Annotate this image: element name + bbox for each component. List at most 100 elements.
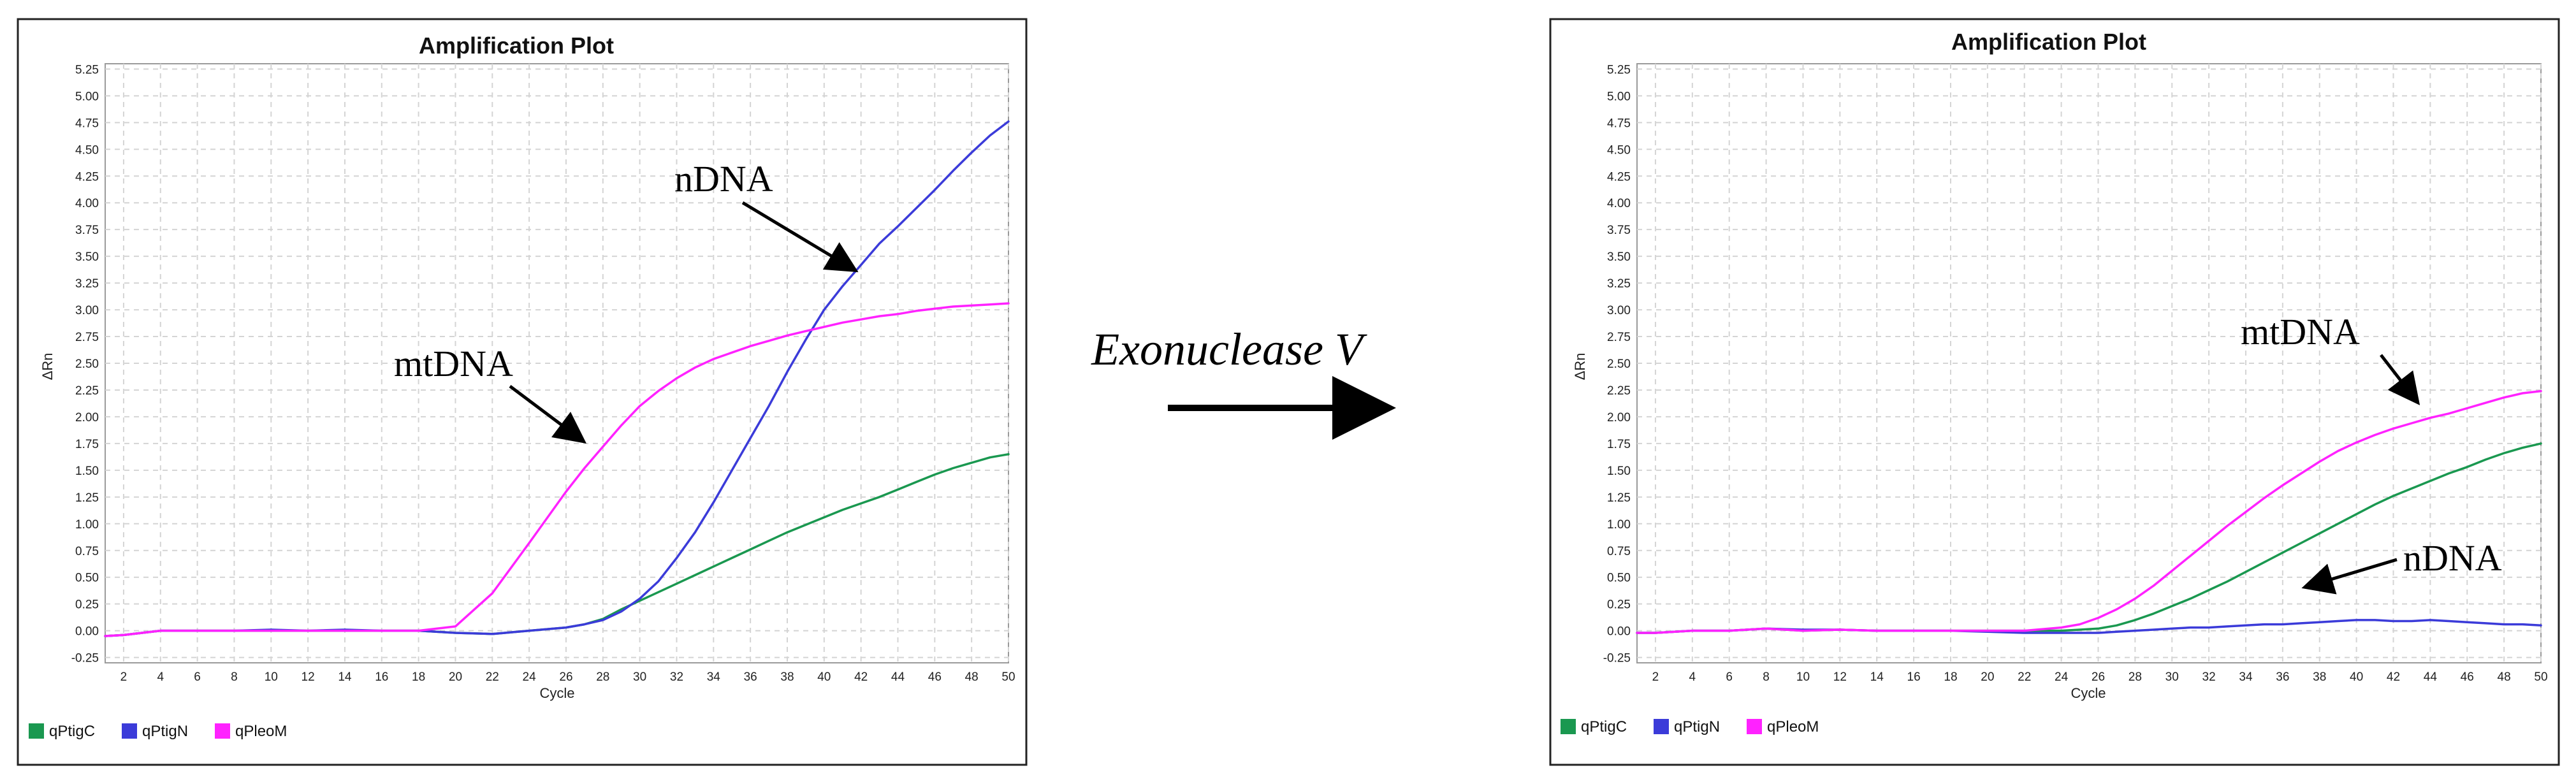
y-tick-label: 1.75: [75, 438, 99, 451]
y-tick-label: 3.75: [75, 224, 99, 237]
x-tick-label: 36: [744, 670, 757, 684]
x-tick-label: 14: [1870, 670, 1884, 684]
x-tick-label: 10: [265, 670, 278, 684]
x-tick-label: 44: [891, 670, 905, 684]
y-tick-label: 2.00: [1607, 411, 1631, 424]
y-tick-label: 1.75: [1607, 438, 1631, 451]
x-tick-label: 2: [1652, 670, 1659, 684]
legend-swatch-qPleoM: [1747, 719, 1762, 734]
y-tick-label: 3.25: [1607, 277, 1631, 291]
legend-label-qPleoM: qPleoM: [235, 723, 287, 740]
left-mtdna-label: mtDNA: [394, 343, 513, 384]
x-tick-label: 12: [302, 670, 315, 684]
x-tick-label: 2: [120, 670, 127, 684]
right-ndna-arrow: [2301, 558, 2398, 595]
x-tick-label: 20: [1981, 670, 1994, 684]
x-tick-label: 32: [2202, 670, 2216, 684]
y-tick-label: 0.50: [75, 572, 99, 585]
y-tick-label: 5.00: [75, 90, 99, 103]
left-mtdna-arrow: [509, 385, 586, 444]
x-tick-label: 40: [2350, 670, 2363, 684]
x-tick-label: 48: [2498, 670, 2511, 684]
x-tick-label: 40: [817, 670, 831, 684]
left-amplification-panel: Amplification Plot 2 4 6 8 10 12 14 16 18 20 22 24 2…: [17, 18, 1028, 766]
x-tick-label: 4: [157, 670, 164, 684]
legend-swatch-qPleoM: [215, 723, 230, 739]
y-tick-label: 1.25: [1607, 491, 1631, 505]
legend-swatch-qPtigN: [122, 723, 137, 739]
x-tick-label: 32: [670, 670, 683, 684]
y-tick-label: 4.75: [75, 117, 99, 130]
right-legend: qPtigC qPtigN qPleoM: [1561, 718, 1819, 735]
y-tick-label: 0.50: [1607, 572, 1631, 585]
right-amplification-panel: Amplification Plot 2 4 6 8 10 12 14 16 18 20 22 24 2…: [1549, 18, 2560, 766]
x-tick-label: 38: [2313, 670, 2326, 684]
x-tick-label: 34: [2239, 670, 2253, 684]
x-tick-label: 34: [707, 670, 721, 684]
x-tick-label: 24: [523, 670, 537, 684]
right-mtdna-label: mtDNA: [2241, 311, 2360, 352]
x-tick-label: 8: [1763, 670, 1770, 684]
left-legend: qPtigC qPtigN qPleoM: [29, 723, 287, 740]
x-tick-label: 6: [1726, 670, 1733, 684]
y-tick-label: 0.25: [1607, 598, 1631, 612]
legend-swatch-qPtigN: [1654, 719, 1669, 734]
y-tick-label: 4.00: [75, 197, 99, 210]
right-chart-title: Amplification Plot: [1951, 29, 2146, 55]
series-line-qPleoM: [104, 302, 1010, 637]
x-tick-label: 12: [1833, 670, 1847, 684]
y-tick-label: 1.00: [1607, 518, 1631, 532]
x-tick-label: 20: [449, 670, 462, 684]
x-tick-label: 24: [2055, 670, 2069, 684]
legend-label-qPleoM: qPleoM: [1767, 718, 1819, 735]
y-tick-label: -0.25: [1603, 652, 1631, 665]
x-tick-label: 8: [231, 670, 238, 684]
series-line-qPleoM: [1636, 389, 2542, 634]
x-tick-label: 18: [1944, 670, 1957, 684]
x-tick-label: 42: [2387, 670, 2400, 684]
x-tick-label: 18: [412, 670, 425, 684]
left-ndna-label: nDNA: [674, 158, 773, 199]
x-tick-label: 26: [559, 670, 572, 684]
y-tick-label: 0.25: [75, 598, 99, 612]
x-tick-label: 4: [1689, 670, 1696, 684]
x-tick-label: 30: [633, 670, 646, 684]
y-tick-label: 3.50: [75, 250, 99, 264]
y-tick-label: 5.25: [1607, 63, 1631, 76]
x-tick-label: 46: [2461, 670, 2474, 684]
x-tick-label: 26: [2092, 670, 2105, 684]
y-tick-label: 4.25: [1607, 170, 1631, 184]
x-tick-label: 48: [965, 670, 979, 684]
y-tick-label: -0.25: [71, 652, 99, 665]
left-plot-area: 2 4 6 8 10 12 14 16 18 20 22 24 26 28 30 32 34 36 38 40 42 44…: [71, 63, 1015, 684]
right-ndna-label: nDNA: [2403, 537, 2502, 579]
x-tick-label: 36: [2276, 670, 2289, 684]
x-tick-label: 38: [780, 670, 794, 684]
x-tick-label: 30: [2165, 670, 2179, 684]
y-tick-label: 2.25: [75, 384, 99, 398]
y-tick-label: 5.00: [1607, 90, 1631, 103]
x-tick-label: 10: [1796, 670, 1810, 684]
legend-swatch-qPtigC: [29, 723, 44, 739]
y-tick-label: 1.00: [75, 518, 99, 532]
y-tick-label: 2.00: [75, 411, 99, 424]
legend-label-qPtigN: qPtigN: [1674, 718, 1720, 735]
x-tick-label: 42: [854, 670, 868, 684]
x-tick-label: 50: [2534, 670, 2547, 684]
y-tick-label: 3.00: [1607, 304, 1631, 317]
y-tick-label: 3.25: [75, 277, 99, 291]
y-tick-label: 0.75: [1607, 545, 1631, 558]
x-tick-label: 16: [1907, 670, 1921, 684]
x-tick-label: 14: [338, 670, 352, 684]
y-tick-label: 4.50: [1607, 143, 1631, 157]
legend-label-qPtigC: qPtigC: [49, 723, 95, 740]
y-tick-label: 3.00: [75, 304, 99, 317]
y-tick-label: 4.25: [75, 170, 99, 184]
y-tick-label: 1.25: [75, 491, 99, 505]
left-x-axis-label: Cycle: [539, 685, 574, 701]
y-tick-label: 2.50: [1607, 358, 1631, 371]
y-tick-label: 3.75: [1607, 224, 1631, 237]
x-tick-label: 6: [194, 670, 201, 684]
y-tick-label: 0.00: [1607, 625, 1631, 639]
left-y-axis-label: ΔRn: [40, 353, 55, 380]
